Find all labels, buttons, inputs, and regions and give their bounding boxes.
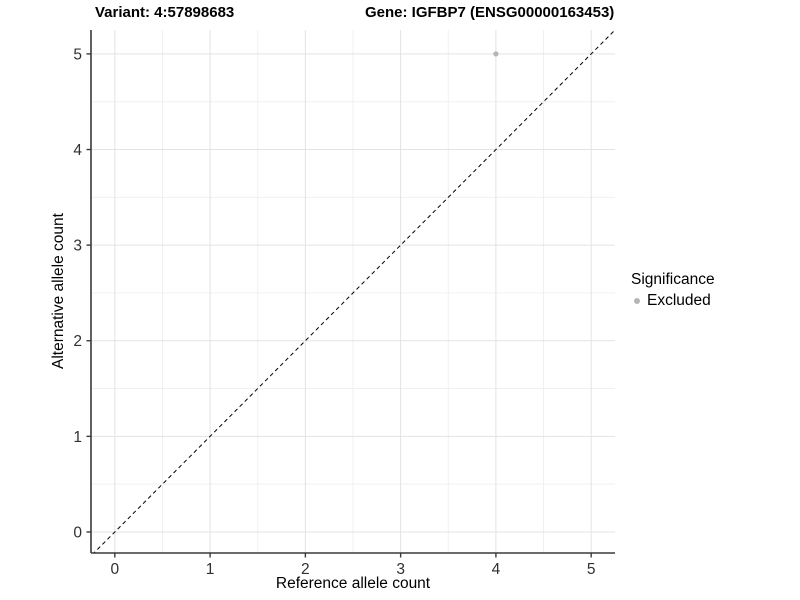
y-tick-label: 3: [73, 238, 82, 255]
y-tick-label: 0: [73, 524, 82, 541]
y-tick-label: 5: [73, 46, 82, 63]
y-tick-label: 4: [73, 142, 82, 159]
legend-item-label: Excluded: [647, 292, 711, 309]
x-tick-label: 5: [587, 561, 596, 578]
x-tick-label: 0: [111, 561, 120, 578]
legend-point-icon: [634, 298, 640, 304]
y-axis-title: Alternative allele count: [50, 213, 67, 369]
title-gene: Gene: IGFBP7 (ENSG00000163453): [365, 4, 615, 21]
y-tick-label: 1: [73, 429, 82, 446]
x-tick-label: 1: [206, 561, 215, 578]
title-variant: Variant: 4:57898683: [95, 4, 235, 21]
legend: Significance Excluded: [631, 271, 715, 310]
x-tick-label: 3: [396, 561, 405, 578]
x-tick-label: 2: [301, 561, 310, 578]
legend-item-excluded: Excluded: [631, 292, 715, 310]
legend-title: Significance: [631, 271, 715, 288]
x-axis-title: Reference allele count: [275, 575, 431, 592]
x-tick-label: 4: [492, 561, 501, 578]
data-point: [493, 51, 499, 57]
identity-dashed-line: [93, 30, 615, 553]
y-tick-label: 2: [73, 333, 82, 350]
